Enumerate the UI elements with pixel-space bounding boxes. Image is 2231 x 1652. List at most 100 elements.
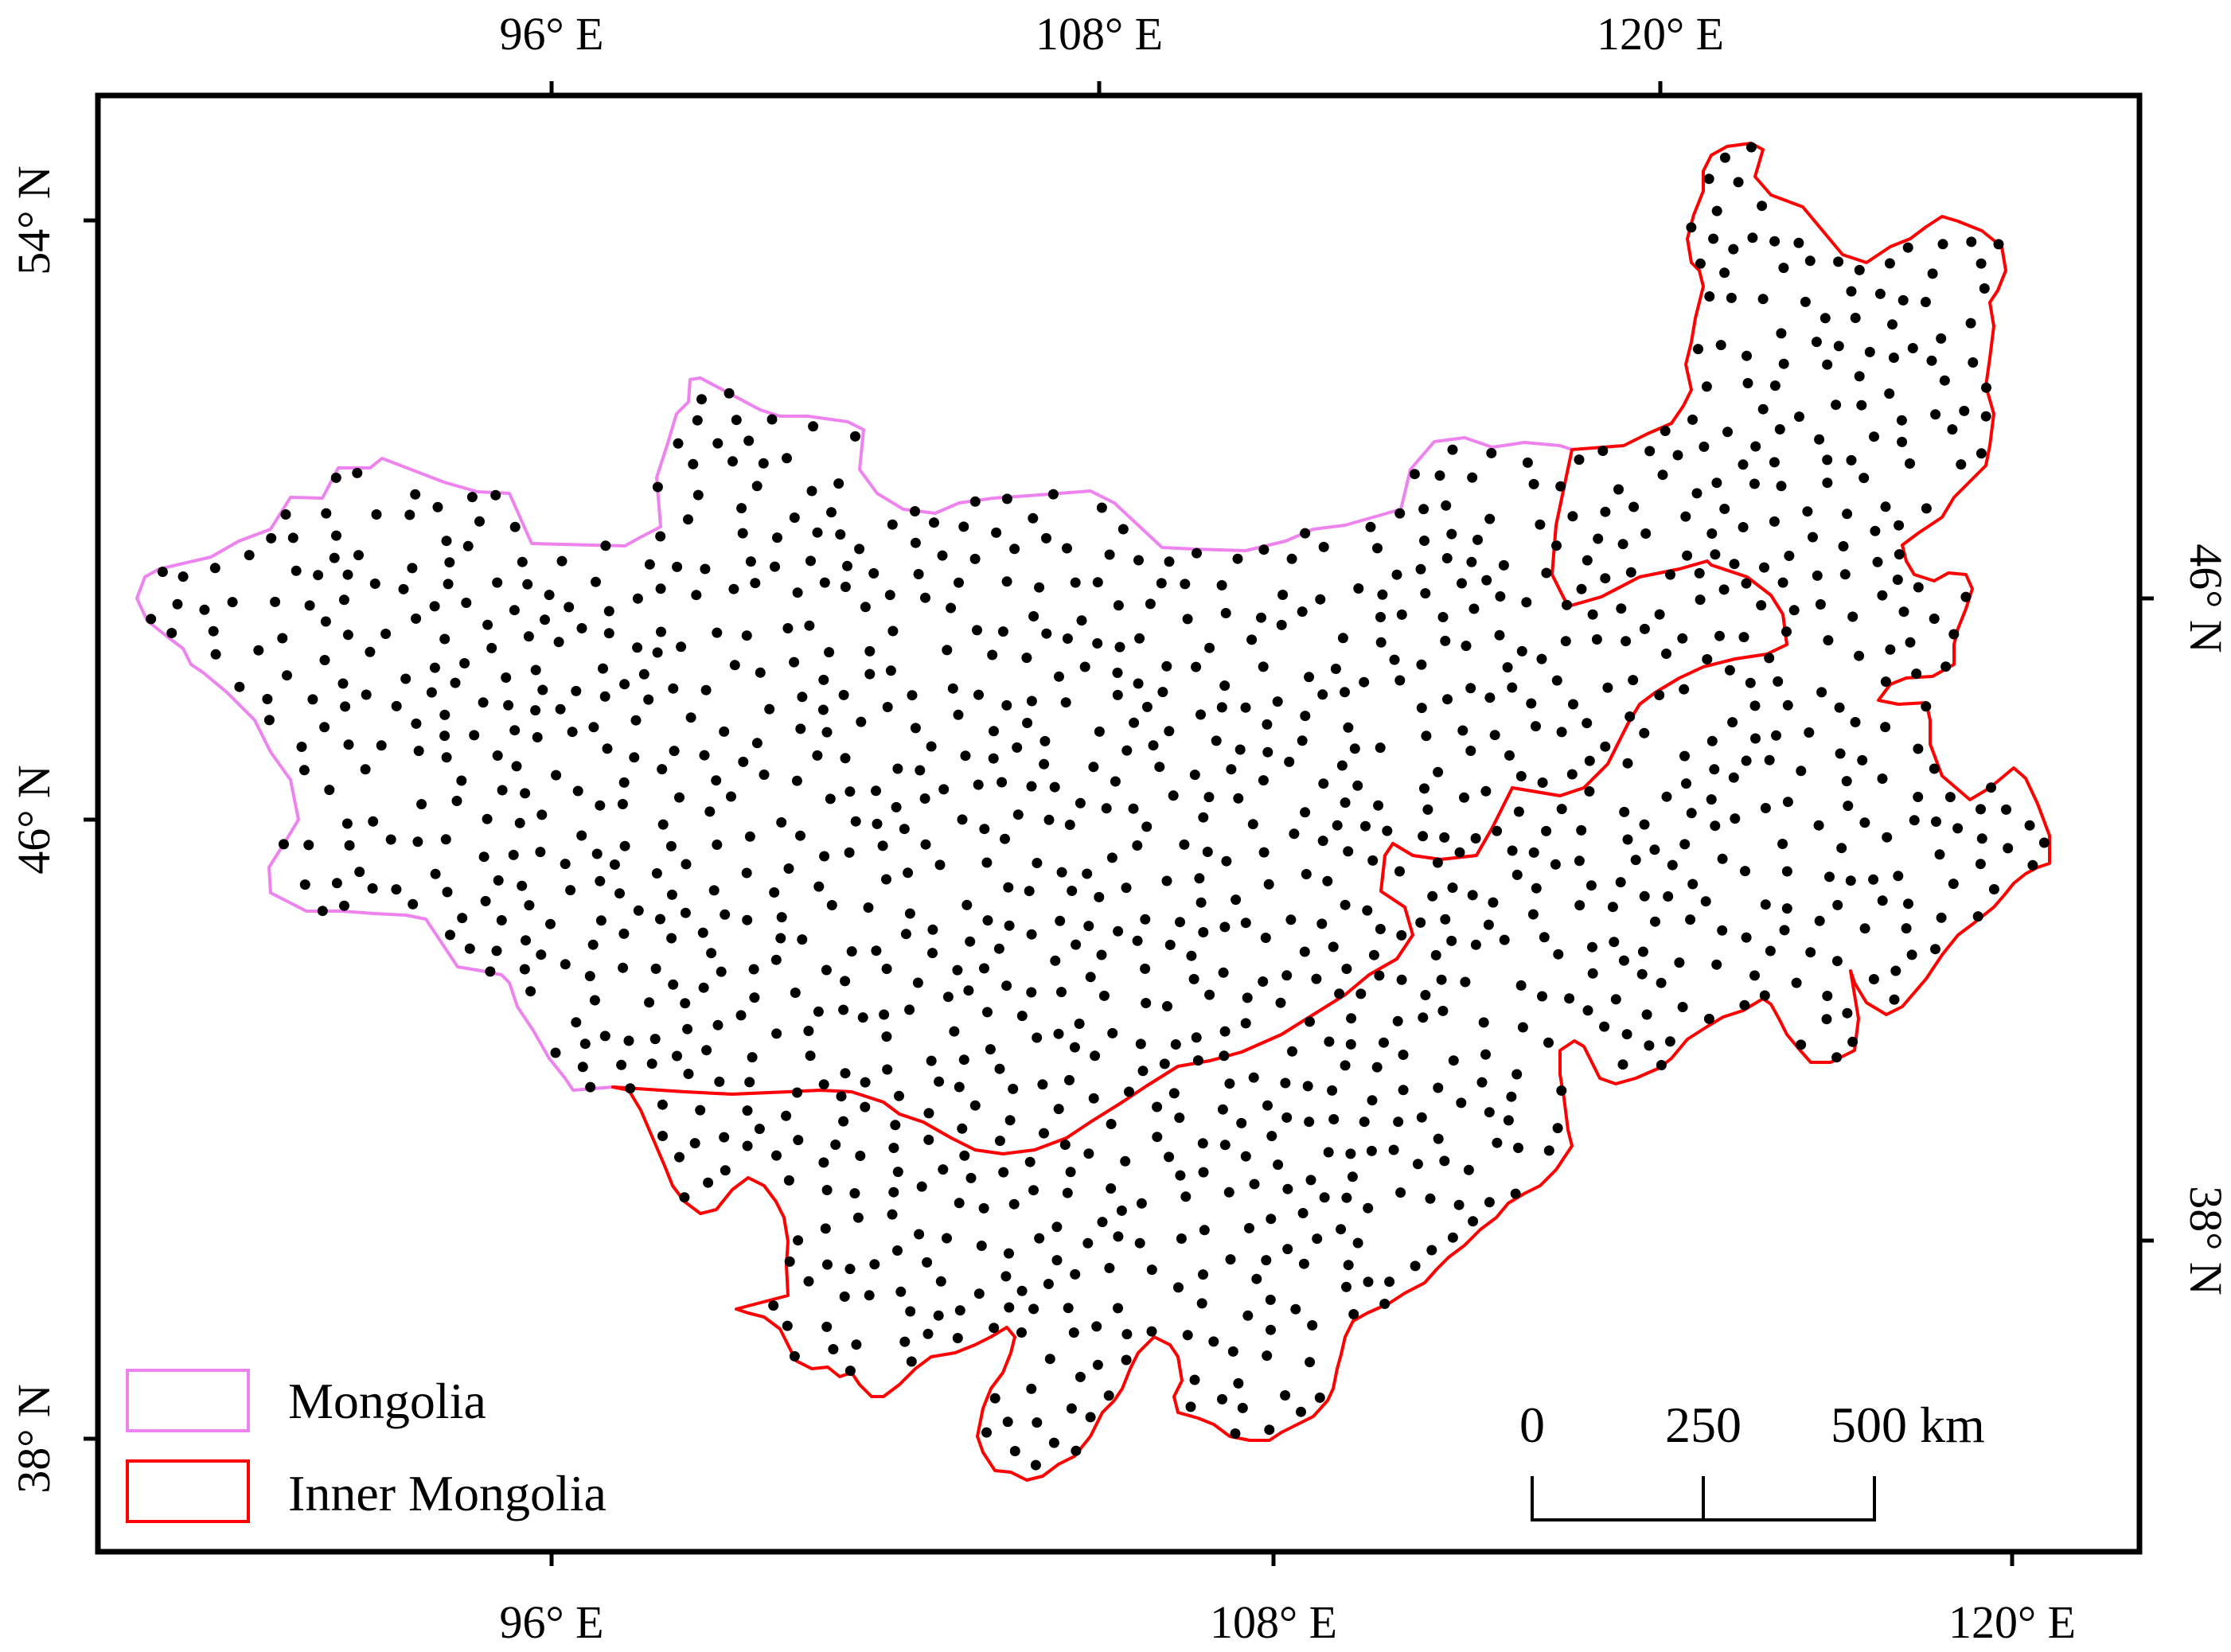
station-point (1110, 776, 1121, 787)
station-point (1846, 454, 1857, 466)
station-point (1856, 399, 1867, 411)
station-point (1794, 411, 1804, 423)
station-point (1644, 1040, 1655, 1051)
station-point (1284, 756, 1295, 767)
station-point (1700, 896, 1711, 907)
station-point (1566, 769, 1578, 780)
station-point (789, 657, 800, 668)
station-point (1133, 678, 1144, 689)
station-point (1189, 770, 1200, 781)
station-point (1972, 911, 1983, 922)
station-point (1112, 689, 1123, 700)
station-point (1836, 843, 1847, 854)
station-point (1368, 949, 1379, 960)
station-point (1839, 569, 1851, 580)
station-point (844, 847, 855, 858)
station-point (1004, 920, 1015, 931)
station-point (1312, 1233, 1323, 1245)
station-point (199, 604, 210, 615)
station-point (1822, 359, 1833, 370)
station-point (1442, 694, 1453, 705)
station-point (1132, 935, 1143, 946)
station-point (922, 1328, 934, 1339)
station-point (1889, 994, 1900, 1005)
station-point (771, 1150, 782, 1161)
station-point (1433, 1133, 1444, 1144)
station-point (665, 840, 677, 851)
station-point (303, 840, 314, 851)
station-point (1104, 549, 1115, 560)
station-point (1298, 1258, 1309, 1269)
station-point (331, 530, 341, 541)
station-point (892, 1167, 903, 1178)
station-point (1305, 1016, 1315, 1027)
station-point (697, 927, 708, 938)
station-point (1600, 573, 1611, 584)
station-point (556, 555, 568, 567)
station-point (997, 777, 1008, 788)
station-point (676, 641, 687, 653)
station-point (792, 1087, 802, 1098)
station-point (1060, 697, 1071, 708)
station-point (1048, 1437, 1059, 1448)
station-point (1738, 459, 1749, 470)
station-point (1305, 1357, 1316, 1368)
station-point (1814, 915, 1825, 926)
station-point (616, 1059, 627, 1070)
station-point (1365, 521, 1376, 532)
station-point (844, 1366, 856, 1377)
station-point (1202, 847, 1213, 857)
station-point (782, 623, 794, 633)
station-point (1939, 375, 1950, 386)
station-point (1711, 205, 1722, 216)
station-point (965, 936, 976, 947)
station-point (1759, 990, 1770, 1001)
station-point (560, 959, 571, 970)
station-point (1624, 711, 1636, 722)
station-point (1465, 746, 1476, 756)
station-point (1300, 711, 1311, 722)
right-label-38n: 38° N (2180, 1186, 2231, 1295)
station-point (1956, 459, 1967, 470)
station-point (1859, 473, 1870, 484)
station-point (1065, 1167, 1076, 1178)
station-point (638, 668, 649, 680)
station-point (850, 816, 861, 827)
station-point (985, 1044, 996, 1055)
station-point (1416, 1112, 1427, 1123)
station-point (942, 992, 954, 1003)
station-point (1146, 1326, 1157, 1337)
left-axis: 54° N 46° N 38° N (8, 166, 98, 1494)
station-point (1457, 578, 1467, 589)
station-point (1217, 1104, 1228, 1115)
station-point (410, 489, 421, 500)
station-point (1135, 1038, 1146, 1050)
station-point (699, 750, 710, 761)
station-point (819, 851, 830, 862)
station-point (595, 915, 607, 926)
station-point (1240, 702, 1251, 713)
station-point (1719, 504, 1730, 514)
station-point (1113, 1231, 1124, 1242)
station-point (1850, 717, 1861, 727)
station-point (1576, 583, 1587, 594)
station-point (1194, 873, 1205, 884)
station-point (764, 703, 775, 715)
station-point (319, 722, 330, 733)
station-point (1993, 239, 2004, 250)
station-point (1654, 690, 1665, 700)
station-point (1359, 1116, 1370, 1128)
station-point (994, 1136, 1005, 1147)
station-point (772, 532, 782, 544)
station-point (1694, 567, 1705, 579)
station-point (1041, 532, 1051, 544)
station-point (1781, 903, 1792, 914)
station-point (365, 646, 376, 657)
top-label-108e: 108° E (1036, 8, 1163, 60)
station-point (1054, 671, 1064, 682)
station-point (1192, 547, 1202, 559)
station-point (371, 509, 382, 520)
station-point (644, 997, 655, 1008)
station-point (1781, 866, 1792, 877)
station-point (821, 964, 832, 976)
